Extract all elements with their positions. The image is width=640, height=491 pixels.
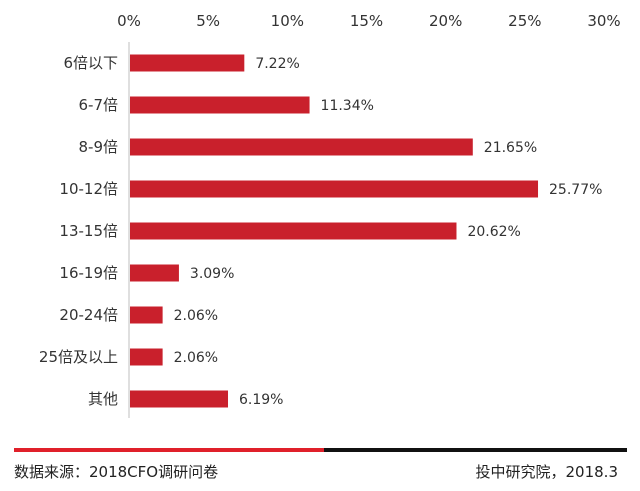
x-tick-label: 20% <box>429 12 462 30</box>
data-label: 3.09% <box>190 266 234 282</box>
source-note: 数据来源：2018CFO调研问卷 <box>14 463 219 481</box>
bar <box>130 138 473 156</box>
bar <box>130 222 457 240</box>
bar <box>130 54 245 72</box>
x-tick-label: 10% <box>271 12 304 30</box>
category-label: 25倍及以上 <box>39 348 118 366</box>
data-label: 21.65% <box>484 140 537 156</box>
category-label: 20-24倍 <box>59 306 118 324</box>
bar <box>130 348 163 366</box>
data-label: 6.19% <box>239 392 283 408</box>
data-label: 7.22% <box>255 56 299 72</box>
x-tick-label: 0% <box>117 12 141 30</box>
category-label: 13-15倍 <box>59 222 118 240</box>
category-label: 8-9倍 <box>79 138 119 156</box>
x-tick-label: 5% <box>196 12 220 30</box>
bar <box>130 306 163 324</box>
bar <box>130 390 229 408</box>
bar <box>130 180 539 198</box>
category-label: 其他 <box>88 390 118 408</box>
category-label: 6倍以下 <box>63 54 118 72</box>
bar <box>130 264 179 282</box>
category-label: 16-19倍 <box>59 264 118 282</box>
bar <box>130 96 310 114</box>
x-tick-label: 25% <box>508 12 541 30</box>
data-label: 2.06% <box>174 350 218 366</box>
data-label: 11.34% <box>321 98 374 114</box>
x-tick-label: 15% <box>350 12 383 30</box>
bar-chart: 0% 5% 10% 15% 20% 25% 30% 6倍以下 7.22% 6-7倍 11.34% 8-… <box>39 12 621 418</box>
data-label: 2.06% <box>174 308 218 324</box>
x-tick-label: 30% <box>587 12 620 30</box>
category-label: 10-12倍 <box>59 180 118 198</box>
footer-divider-red <box>14 448 324 452</box>
footer-divider-black <box>324 448 627 452</box>
data-label: 25.77% <box>549 182 602 198</box>
data-label: 20.62% <box>467 224 520 240</box>
category-label: 6-7倍 <box>79 96 119 114</box>
credit-note: 投中研究院，2018.3 <box>475 463 619 481</box>
